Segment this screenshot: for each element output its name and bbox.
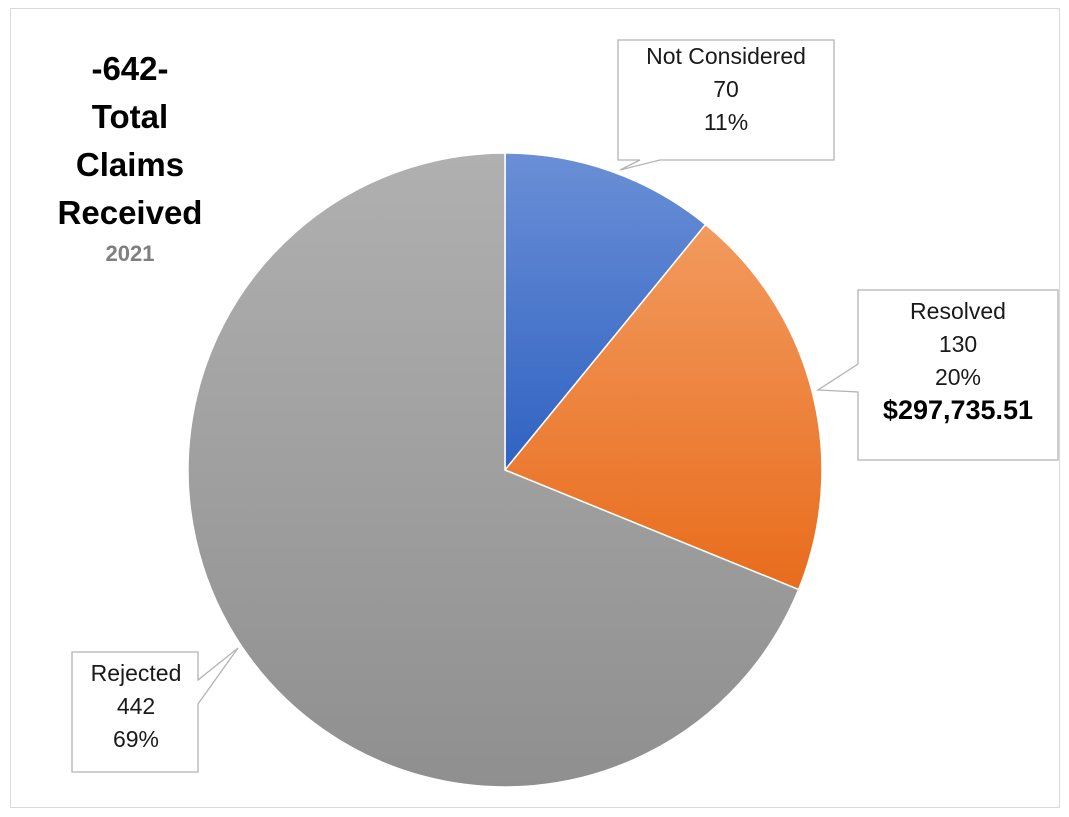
title-line-claims: Claims [75, 146, 185, 183]
chart-title: -642- Total Claims Received 2021 [40, 45, 220, 271]
slice-label-percent: 20% [934, 364, 982, 390]
slice-label-value: 70 [713, 76, 739, 102]
data-label-not-considered: Not Considered 70 11% [618, 40, 834, 139]
callout-rejected [71, 647, 239, 773]
slice-label-percent: 11% [703, 109, 749, 135]
callout-not-considered [617, 39, 835, 171]
slice-label-amount: $297,735.51 [882, 395, 1034, 425]
slice-label-value: 442 [116, 693, 156, 719]
slice-label-name: Resolved [910, 298, 1006, 324]
pie-slice-not-considered [504, 152, 707, 473]
title-line-total: Total [91, 98, 169, 135]
data-label-rejected: Rejected 442 69% [72, 657, 200, 756]
slice-label-percent: 69% [112, 726, 160, 752]
pie-slice-rejected [187, 152, 800, 788]
slice-label-name: Rejected [90, 660, 182, 686]
slice-label-name: Not Considered [646, 43, 806, 69]
pie-slice-resolved [503, 223, 823, 591]
slice-label-value: 130 [938, 331, 978, 357]
title-year: 2021 [105, 241, 155, 266]
title-line-received: Received [57, 194, 203, 231]
title-total-count: -642- [91, 50, 169, 87]
callout-resolved [815, 289, 1059, 461]
data-label-resolved: Resolved 130 20% $297,735.51 [858, 295, 1058, 427]
